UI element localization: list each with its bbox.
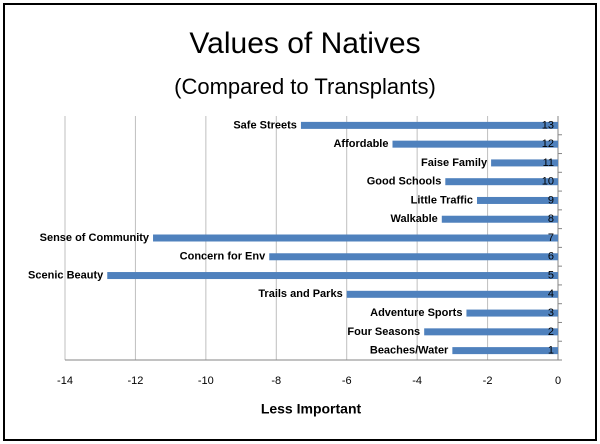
y-tick-label: 10 xyxy=(542,176,554,188)
bar-label: Beaches/Water xyxy=(370,345,449,357)
bar xyxy=(466,309,558,317)
bar xyxy=(392,140,558,148)
x-tick-label: -12 xyxy=(127,375,143,387)
y-tick-label: 2 xyxy=(548,326,554,338)
bar-label: Affordable xyxy=(333,138,388,150)
y-tick-label: 12 xyxy=(542,138,554,150)
x-tick-label: -4 xyxy=(412,375,422,387)
bar xyxy=(452,347,558,355)
x-tick-label: 0 xyxy=(555,375,561,387)
x-axis-label: Less Important xyxy=(261,401,362,417)
y-tick-label: 11 xyxy=(543,157,554,169)
x-tick-label: -2 xyxy=(483,375,493,387)
y-tick-label: 7 xyxy=(548,232,554,244)
bar-label: Walkable xyxy=(391,213,438,225)
bar xyxy=(424,328,558,336)
y-tick-label: 3 xyxy=(548,307,554,319)
bar xyxy=(300,121,558,129)
y-tick-label: 4 xyxy=(548,288,554,300)
chart-title: Values of Natives xyxy=(189,27,420,60)
bar-label: Good Schools xyxy=(367,176,442,188)
bar-label: Faise Family xyxy=(421,157,488,169)
bar xyxy=(445,178,558,186)
bar-label: Scenic Beauty xyxy=(28,269,104,281)
y-tick-label: 6 xyxy=(548,251,554,263)
y-tick-label: 8 xyxy=(548,213,554,225)
bar xyxy=(477,196,558,204)
bar-label: Safe Streets xyxy=(233,119,297,131)
x-tick-label: -6 xyxy=(342,375,352,387)
bar xyxy=(441,215,558,223)
bar xyxy=(269,253,558,261)
bar-label: Sense of Community xyxy=(40,232,150,244)
bar xyxy=(491,159,558,167)
y-tick-label: 13 xyxy=(542,119,554,131)
y-tick-label: 9 xyxy=(548,194,554,206)
x-tick-label: -8 xyxy=(271,375,281,387)
bar-label: Four Seasons xyxy=(347,326,420,338)
bar-label: Little Traffic xyxy=(411,194,473,206)
bar-label: Adventure Sports xyxy=(370,307,462,319)
y-tick-label: 1 xyxy=(548,345,554,357)
chart-subtitle: (Compared to Transplants) xyxy=(174,74,436,99)
bar-label: Concern for Env xyxy=(180,251,266,263)
bar xyxy=(153,234,559,242)
y-tick-label: 5 xyxy=(548,269,554,281)
bar-label: Trails and Parks xyxy=(258,288,342,300)
x-tick-label: -10 xyxy=(198,375,214,387)
bar xyxy=(107,272,558,280)
bar xyxy=(346,290,558,298)
x-tick-label: -14 xyxy=(57,375,73,387)
